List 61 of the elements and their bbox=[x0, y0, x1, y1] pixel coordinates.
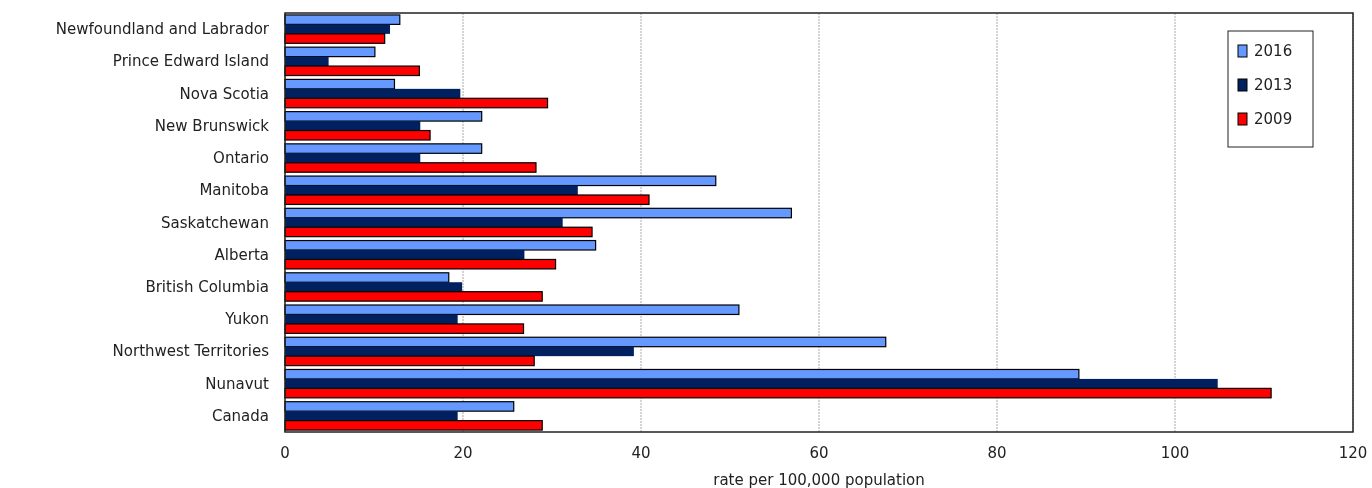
bar bbox=[285, 282, 463, 292]
bar bbox=[284, 272, 450, 283]
x-tick-label: 120 bbox=[1338, 444, 1368, 462]
bar bbox=[284, 368, 1080, 380]
bar bbox=[284, 355, 535, 367]
x-axis-title: rate per 100,000 population bbox=[713, 471, 925, 488]
y-tick-label: New Brunswick bbox=[154, 116, 270, 135]
x-tick-label: 40 bbox=[631, 444, 651, 462]
bar bbox=[285, 153, 421, 163]
legend-label: 2013 bbox=[1254, 76, 1293, 94]
y-tick-label: Nova Scotia bbox=[179, 84, 269, 103]
bar bbox=[284, 111, 483, 122]
y-tick-label: Nunavut bbox=[205, 374, 270, 393]
legend-label: 2009 bbox=[1254, 110, 1293, 128]
y-tick-label: Manitoba bbox=[199, 181, 269, 200]
y-tick-label: Northwest Territories bbox=[112, 342, 270, 361]
bar bbox=[285, 217, 563, 228]
bar bbox=[284, 401, 515, 412]
bar bbox=[284, 33, 386, 44]
bar bbox=[285, 346, 634, 357]
bar bbox=[285, 411, 458, 421]
y-tick-label: Canada bbox=[211, 406, 269, 425]
bar bbox=[284, 239, 597, 251]
bar bbox=[284, 175, 717, 187]
bar bbox=[284, 97, 549, 109]
bar bbox=[285, 121, 421, 131]
y-tick-label: Saskatchewan bbox=[161, 213, 269, 232]
bar bbox=[284, 226, 593, 238]
bar bbox=[284, 14, 401, 25]
y-tick-label: Newfoundland and Labrador bbox=[55, 20, 270, 39]
bar bbox=[284, 143, 483, 154]
bar bbox=[285, 24, 391, 34]
bar bbox=[284, 291, 543, 302]
bar bbox=[285, 250, 525, 260]
bar bbox=[285, 378, 1218, 389]
bar bbox=[284, 207, 793, 219]
y-tick-label: Prince Edward Island bbox=[112, 52, 269, 71]
bar bbox=[285, 88, 461, 99]
bar bbox=[284, 420, 543, 431]
bar bbox=[284, 46, 376, 58]
bar bbox=[284, 162, 537, 173]
y-tick-label: Alberta bbox=[214, 245, 269, 264]
bar bbox=[284, 258, 557, 270]
x-tick-label: 0 bbox=[280, 444, 290, 462]
bar bbox=[285, 314, 458, 324]
x-tick-label: 20 bbox=[453, 444, 473, 462]
bar bbox=[284, 194, 650, 206]
bar bbox=[284, 65, 420, 77]
x-tick-label: 100 bbox=[1160, 444, 1190, 462]
bar bbox=[284, 387, 1272, 399]
y-tick-label: Ontario bbox=[213, 149, 269, 168]
bar bbox=[284, 323, 525, 334]
y-tick-label: British Columbia bbox=[145, 277, 269, 296]
bar bbox=[284, 304, 740, 316]
y-tick-label: Yukon bbox=[224, 310, 269, 329]
x-tick-label: 60 bbox=[809, 444, 829, 462]
bar bbox=[284, 78, 396, 90]
x-tick-label: 80 bbox=[987, 444, 1007, 462]
bar bbox=[284, 336, 887, 348]
legend-label: 2016 bbox=[1254, 42, 1293, 60]
bar bbox=[284, 129, 431, 141]
